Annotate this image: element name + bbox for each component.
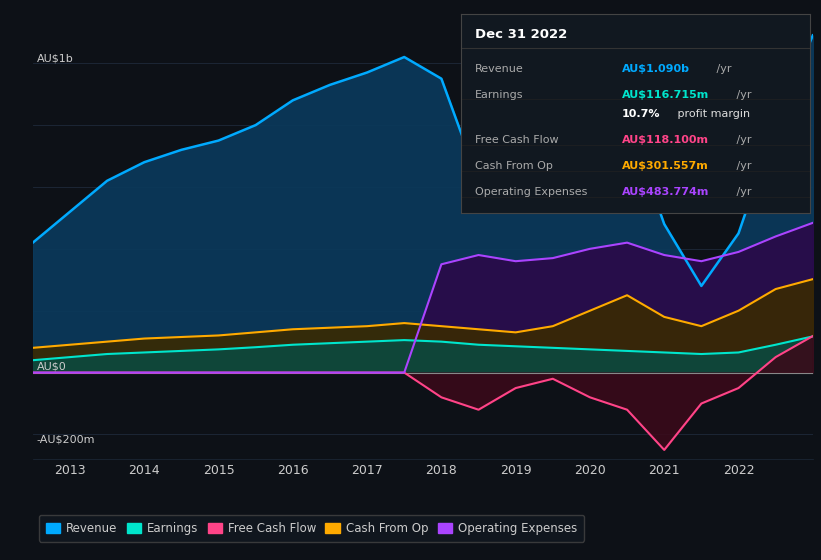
Text: Cash From Op: Cash From Op [475,161,553,171]
Text: /yr: /yr [733,187,751,197]
Text: /yr: /yr [713,64,732,74]
Text: /yr: /yr [733,90,751,100]
Text: AU$118.100m: AU$118.100m [622,136,709,145]
Text: Earnings: Earnings [475,90,524,100]
Text: /yr: /yr [733,161,751,171]
Text: AU$483.774m: AU$483.774m [622,187,709,197]
Text: Free Cash Flow: Free Cash Flow [475,136,559,145]
Text: Revenue: Revenue [475,64,524,74]
Text: -AU$200m: -AU$200m [37,435,95,445]
Text: Dec 31 2022: Dec 31 2022 [475,28,567,41]
Text: /yr: /yr [733,136,751,145]
Text: AU$301.557m: AU$301.557m [622,161,709,171]
Text: Operating Expenses: Operating Expenses [475,187,588,197]
Text: profit margin: profit margin [674,109,750,119]
Legend: Revenue, Earnings, Free Cash Flow, Cash From Op, Operating Expenses: Revenue, Earnings, Free Cash Flow, Cash … [39,515,584,542]
Text: AU$1.090b: AU$1.090b [622,64,690,74]
Text: 10.7%: 10.7% [622,109,660,119]
Text: AU$116.715m: AU$116.715m [622,90,709,100]
Text: AU$0: AU$0 [37,361,67,371]
Text: AU$1b: AU$1b [37,53,73,63]
